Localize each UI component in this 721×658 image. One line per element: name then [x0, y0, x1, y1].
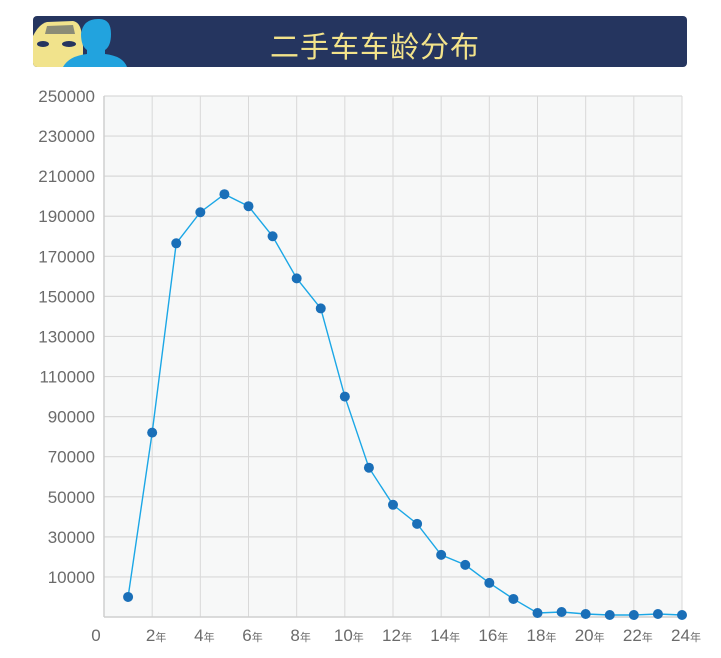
x-tick-label: 14年: [430, 626, 460, 645]
x-tick-label: 6年: [242, 626, 262, 645]
data-point: [677, 609, 687, 620]
data-point: [580, 608, 591, 619]
data-point: [556, 606, 567, 617]
x-tick-label: 2年: [146, 626, 166, 645]
y-tick-label: 130000: [38, 327, 95, 346]
y-tick-label: 70000: [48, 448, 95, 467]
x-tick-value: 12: [382, 626, 401, 645]
x-tick-label: 18年: [527, 626, 557, 645]
x-tick-unit: 年: [401, 630, 412, 644]
x-tick-value: 10: [334, 626, 353, 645]
data-point: [315, 303, 326, 314]
x-tick-unit: 年: [155, 630, 166, 644]
x-tick-unit: 年: [353, 630, 364, 644]
x-tick-label: 0: [91, 626, 100, 645]
y-tick-label: 90000: [48, 408, 95, 427]
data-point: [363, 462, 374, 473]
chart-title: 二手车车龄分布: [269, 30, 480, 64]
data-point: [123, 591, 134, 602]
x-tick-label: 16年: [478, 626, 508, 645]
y-tick-label: 110000: [40, 368, 95, 387]
data-point: [171, 238, 182, 249]
y-tick-label: 50000: [48, 488, 95, 507]
title-banner: 二手车车龄分布: [33, 16, 687, 67]
data-point: [339, 391, 350, 402]
data-point: [195, 207, 206, 218]
x-tick-value: 4: [194, 626, 203, 645]
x-tick-value: 14: [430, 626, 449, 645]
x-tick-unit: 年: [497, 630, 508, 644]
data-point: [291, 273, 302, 284]
data-point: [532, 607, 543, 618]
x-tick-value: 16: [478, 626, 497, 645]
x-tick-value: 22: [623, 626, 642, 645]
y-tick-label: 210000: [38, 167, 95, 186]
x-tick-label: 12年: [382, 626, 412, 645]
x-tick-value: 20: [575, 626, 594, 645]
x-tick-value: 2: [146, 626, 155, 645]
data-point: [628, 609, 639, 620]
data-point: [460, 559, 471, 570]
data-point: [484, 577, 495, 588]
data-point: [508, 593, 519, 604]
y-tick-label: 190000: [38, 207, 95, 226]
x-tick-unit: 年: [252, 630, 263, 644]
x-tick-unit: 年: [642, 630, 653, 644]
y-tick-label: 30000: [48, 528, 95, 547]
x-tick-value: 0: [91, 626, 100, 645]
x-tick-unit: 年: [449, 630, 460, 644]
x-tick-value: 18: [527, 626, 546, 645]
x-tick-value: 6: [242, 626, 251, 645]
x-tick-label: 8年: [290, 626, 310, 645]
x-tick-unit: 年: [594, 630, 605, 644]
y-tick-label: 230000: [38, 127, 95, 146]
x-tick-unit: 年: [690, 630, 701, 644]
x-tick-unit: 年: [204, 630, 215, 644]
data-point: [243, 201, 254, 212]
data-point: [436, 549, 447, 560]
data-point: [388, 499, 398, 510]
x-tick-label: 24年: [671, 626, 701, 645]
data-point: [219, 189, 230, 200]
x-tick-value: 8: [290, 626, 299, 645]
x-tick-label: 4年: [194, 626, 214, 645]
x-tick-unit: 年: [545, 630, 556, 644]
x-tick-label: 20年: [575, 626, 605, 645]
data-point: [412, 518, 423, 529]
y-tick-label: 250000: [38, 87, 95, 106]
x-tick-value: 24: [671, 626, 690, 645]
y-tick-label: 150000: [38, 287, 95, 306]
x-tick-unit: 年: [300, 630, 311, 644]
data-point: [147, 427, 158, 438]
y-tick-label: 10000: [48, 568, 95, 587]
data-point: [652, 608, 663, 619]
x-tick-label: 22年: [623, 626, 653, 645]
car-and-person-icon: [33, 18, 127, 67]
data-point: [604, 609, 615, 620]
data-point: [267, 231, 278, 242]
x-tick-label: 10年: [334, 626, 364, 645]
y-tick-label: 170000: [38, 247, 95, 266]
